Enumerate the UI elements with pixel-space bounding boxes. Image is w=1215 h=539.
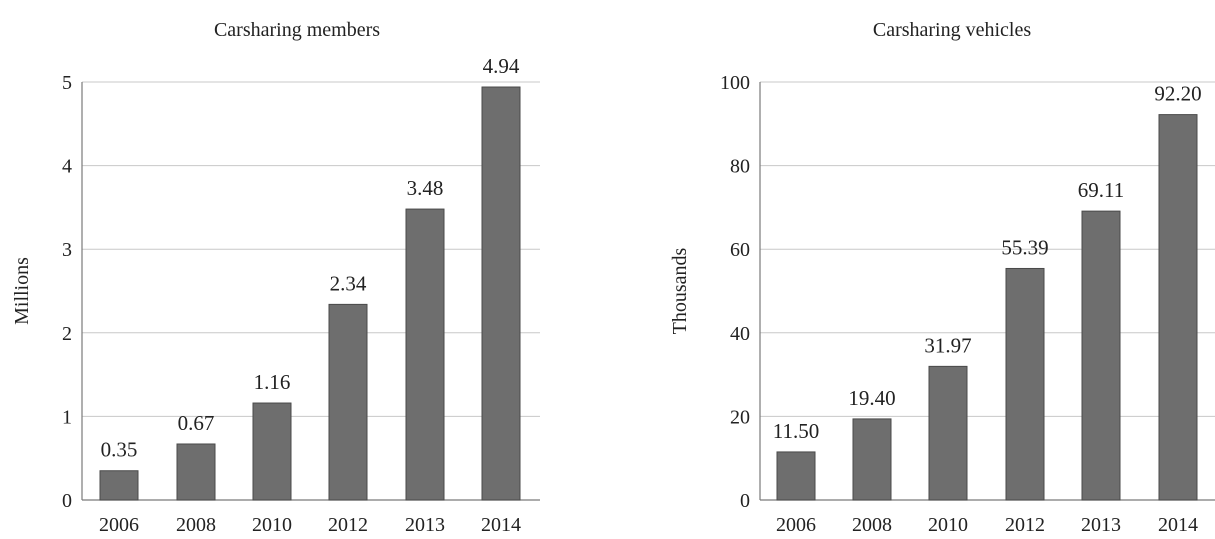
data-label: 19.40	[848, 386, 895, 410]
x-tick-label: 2012	[328, 514, 368, 536]
data-label: 55.39	[1001, 235, 1048, 259]
bar-2010	[928, 365, 968, 501]
data-label: 3.48	[407, 176, 444, 200]
x-tick-label: 2013	[1081, 514, 1121, 536]
data-label: 4.94	[483, 54, 520, 78]
y-tick-label: 2	[62, 323, 72, 345]
data-label: 69.11	[1078, 178, 1124, 202]
bar-2008	[176, 443, 216, 501]
bar-2013	[405, 208, 445, 501]
y-tick-label: 5	[62, 72, 72, 94]
x-tick-label: 2014	[481, 514, 521, 536]
x-tick-label: 2006	[776, 514, 816, 536]
bar-2010	[252, 402, 292, 501]
bar-2006	[99, 470, 139, 501]
bar-2014	[481, 86, 521, 501]
y-tick-label: 3	[62, 239, 72, 261]
y-tick-label: 0	[62, 490, 72, 512]
chart-title: Carsharing members	[214, 19, 380, 41]
bar-2006	[776, 451, 816, 501]
x-tick-label: 2008	[176, 514, 216, 536]
y-tick-label: 80	[730, 156, 750, 178]
x-tick-label: 2006	[99, 514, 139, 536]
data-label: 11.50	[773, 419, 819, 443]
x-tick-label: 2010	[252, 514, 292, 536]
x-tick-label: 2012	[1005, 514, 1045, 536]
x-tick-label: 2014	[1158, 514, 1198, 536]
bar-2012	[328, 303, 368, 501]
y-tick-label: 60	[730, 239, 750, 261]
data-label: 92.20	[1154, 82, 1201, 106]
data-label: 0.67	[178, 411, 215, 435]
x-tick-label: 2010	[928, 514, 968, 536]
bar-2012	[1005, 267, 1045, 501]
y-axis-label: Thousands	[669, 247, 691, 334]
bar-2013	[1081, 210, 1121, 501]
y-axis-label: Millions	[11, 257, 33, 325]
x-tick-label: 2008	[852, 514, 892, 536]
data-label: 1.16	[254, 370, 291, 394]
y-tick-label: 40	[730, 323, 750, 345]
bar-2014	[1158, 114, 1198, 501]
chart-title: Carsharing vehicles	[873, 19, 1031, 41]
y-tick-label: 0	[740, 490, 750, 512]
data-label: 31.97	[924, 333, 971, 357]
bar-2008	[852, 418, 892, 501]
y-tick-label: 20	[730, 406, 750, 428]
x-tick-label: 2013	[405, 514, 445, 536]
y-tick-label: 100	[720, 72, 750, 94]
y-tick-label: 4	[62, 156, 72, 178]
data-label: 0.35	[101, 438, 138, 462]
y-tick-label: 1	[62, 406, 72, 428]
data-label: 2.34	[330, 271, 367, 295]
